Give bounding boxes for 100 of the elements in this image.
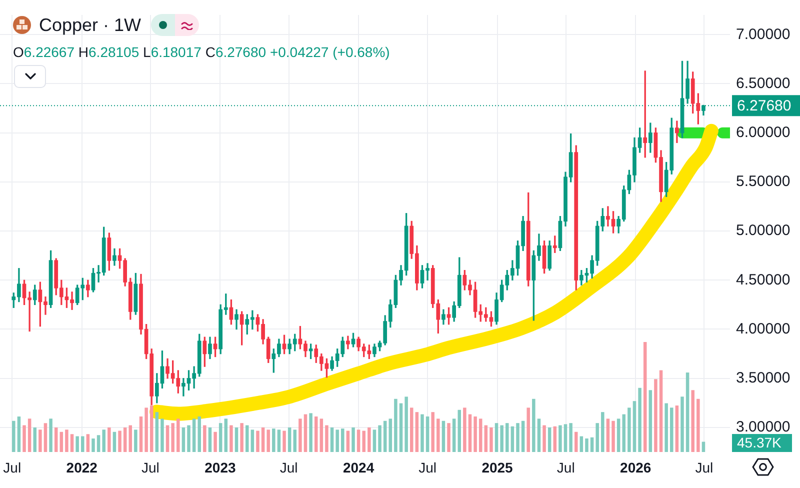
bar — [214, 432, 217, 452]
bar — [118, 430, 122, 452]
y-tick-label: 4.00000 — [736, 320, 790, 338]
bar — [447, 423, 450, 452]
bar — [590, 437, 594, 452]
bar — [643, 342, 647, 452]
bar — [325, 425, 328, 452]
bar — [478, 418, 482, 452]
bar — [17, 416, 21, 452]
bar — [691, 390, 694, 452]
bar — [553, 426, 557, 452]
bar — [686, 372, 690, 452]
bar — [516, 423, 520, 452]
bar — [399, 403, 403, 452]
bar — [490, 427, 493, 452]
bar — [187, 425, 190, 452]
bar — [420, 414, 424, 452]
bar — [463, 408, 466, 452]
bar — [171, 423, 174, 452]
bar — [341, 428, 344, 452]
bar — [128, 425, 132, 452]
bar — [38, 430, 42, 452]
bar — [261, 427, 265, 452]
bar — [309, 413, 312, 452]
bar — [272, 428, 276, 452]
bar — [198, 416, 201, 452]
bar — [452, 418, 456, 452]
bar — [468, 414, 472, 452]
bar — [96, 435, 100, 452]
bar — [144, 408, 148, 452]
bar — [580, 436, 584, 452]
bar — [569, 423, 572, 452]
text: O6.22667 H6.28105 L6.18017 C6.27680 +0.04227 (+0.68%) — [13, 44, 390, 60]
bar — [404, 396, 408, 452]
bar — [123, 427, 127, 452]
bar — [298, 418, 302, 452]
bar — [616, 418, 620, 452]
y-tick-label: 6.00000 — [736, 124, 790, 141]
bar — [596, 423, 599, 452]
bar — [474, 416, 477, 452]
x-tick-label: Jul — [418, 459, 436, 476]
bar — [458, 410, 462, 452]
bar — [330, 427, 334, 452]
x-tick-label: 2022 — [66, 459, 98, 476]
bar — [654, 379, 658, 452]
bar — [510, 426, 514, 452]
bar — [86, 434, 90, 452]
bar — [256, 430, 260, 452]
bar — [102, 430, 106, 452]
bar — [218, 423, 222, 452]
bar — [415, 412, 419, 452]
x-tick-label: Jul — [142, 459, 160, 476]
bar — [12, 420, 16, 452]
bar — [176, 418, 180, 452]
bar — [696, 398, 700, 452]
bar — [628, 408, 631, 452]
bar — [155, 412, 159, 452]
bar — [532, 398, 536, 452]
y-tick-label: 6.50000 — [736, 74, 790, 92]
bar — [28, 418, 32, 452]
chart-title: Copper · 1W — [39, 14, 142, 37]
bar — [92, 438, 95, 452]
bar — [500, 425, 504, 452]
bar — [638, 388, 642, 452]
bar — [521, 420, 525, 452]
bar — [304, 414, 308, 452]
bar — [394, 398, 398, 452]
bar — [494, 423, 498, 452]
x-tick-label: 2024 — [342, 459, 374, 476]
bar — [65, 430, 68, 452]
bar — [293, 430, 297, 452]
bar — [230, 425, 233, 452]
bar — [410, 408, 414, 452]
bar — [49, 418, 52, 452]
bar — [76, 436, 79, 452]
bar — [537, 418, 541, 452]
x-tick-label: Jul — [556, 459, 575, 476]
x-tick-label: Jul — [695, 459, 714, 476]
bar — [368, 427, 371, 452]
bar — [378, 425, 382, 452]
bar — [203, 425, 206, 452]
bar — [442, 420, 446, 452]
bar — [558, 425, 562, 452]
bar — [166, 425, 170, 452]
y-tick-label: 5.00000 — [736, 222, 790, 240]
x-tick-label: 2025 — [482, 459, 514, 476]
bar — [346, 430, 350, 452]
y-tick-label: 5.50000 — [736, 173, 790, 190]
bar — [622, 414, 626, 452]
bar — [431, 412, 434, 452]
y-tick-label: 7.00000 — [736, 26, 790, 43]
x-tick-label: Jul — [280, 459, 298, 476]
bar — [150, 405, 154, 452]
bar — [659, 370, 663, 452]
bar — [234, 427, 238, 452]
bar — [54, 427, 58, 452]
candlestick — [675, 120, 679, 143]
ref-line-label: 6.27680 — [737, 97, 792, 114]
bar — [314, 416, 318, 452]
bar — [44, 423, 48, 452]
